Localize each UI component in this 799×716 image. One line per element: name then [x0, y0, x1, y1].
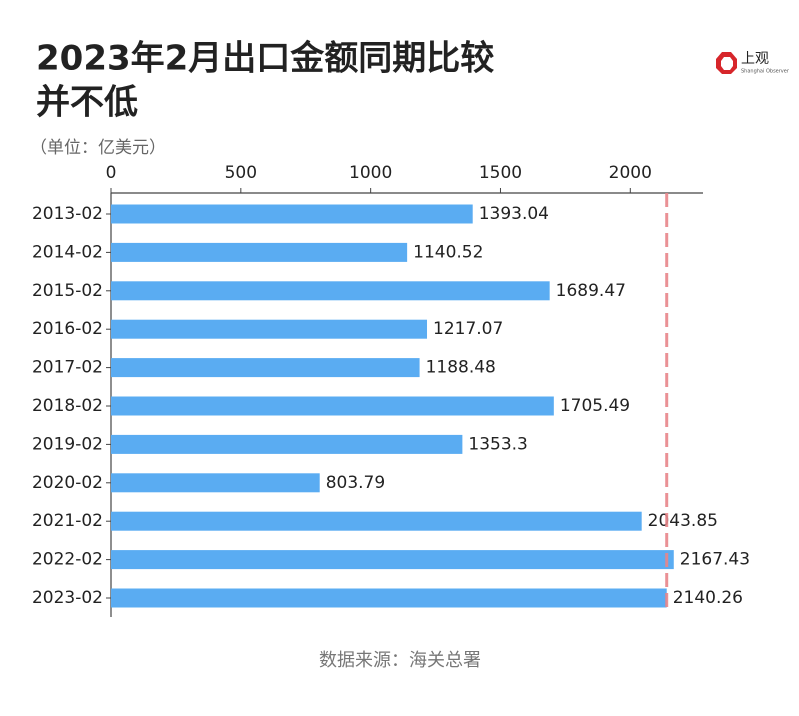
- bar: [111, 358, 420, 378]
- chart-title: 并不低: [36, 83, 138, 123]
- value-label: 1140.52: [413, 242, 483, 262]
- x-tick-label: 2000: [609, 163, 652, 183]
- y-tick-label: 2019-02: [32, 434, 103, 454]
- value-label: 1393.04: [479, 204, 549, 224]
- bar: [111, 588, 667, 608]
- y-tick-label: 2018-02: [32, 396, 103, 416]
- bar: [111, 511, 642, 531]
- bar: [111, 473, 320, 493]
- x-tick-label: 0: [106, 163, 117, 183]
- y-tick-label: 2021-02: [32, 511, 103, 531]
- brand-name: 上观: [741, 51, 769, 67]
- value-label: 1188.48: [426, 358, 496, 378]
- unit-label: （单位：亿美元）: [30, 138, 166, 158]
- x-tick-label: 1000: [349, 163, 392, 183]
- value-label: 1217.07: [433, 319, 503, 339]
- y-tick-label: 2023-02: [32, 588, 103, 608]
- value-label: 1705.49: [560, 396, 630, 416]
- x-tick-label: 1500: [479, 163, 522, 183]
- value-label: 1689.47: [556, 281, 626, 301]
- value-label: 1353.3: [468, 434, 527, 454]
- y-tick-label: 2017-02: [32, 358, 103, 378]
- y-tick-label: 2015-02: [32, 281, 103, 301]
- value-label: 2043.85: [648, 511, 718, 531]
- brand-tagline: Shanghai Observer: [741, 69, 790, 75]
- bar: [111, 396, 554, 416]
- bar: [111, 281, 550, 301]
- brand-logo: 上观 Shanghai Observer: [716, 51, 790, 75]
- bar: [111, 242, 408, 262]
- logo-icon: [721, 57, 733, 70]
- y-tick-label: 2013-02: [32, 204, 103, 224]
- y-tick-label: 2014-02: [32, 242, 103, 262]
- bar: [111, 319, 428, 339]
- bar: [111, 204, 473, 224]
- source-note: 数据来源：海关总署: [319, 650, 481, 671]
- chart-title: 2023年2月出口金额同期比较: [36, 39, 494, 79]
- value-label: 803.79: [326, 473, 385, 493]
- y-tick-label: 2020-02: [32, 473, 103, 493]
- value-label: 2140.26: [673, 588, 743, 608]
- bar: [111, 550, 674, 570]
- y-tick-label: 2022-02: [32, 550, 103, 570]
- y-tick-label: 2016-02: [32, 319, 103, 339]
- x-tick-label: 500: [225, 163, 257, 183]
- bar: [111, 434, 463, 454]
- value-label: 2167.43: [680, 550, 750, 570]
